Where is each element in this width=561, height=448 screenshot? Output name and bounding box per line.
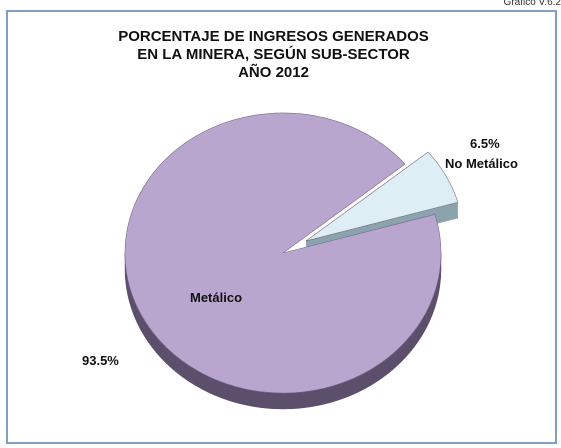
value-label-no-metalico: 6.5%: [470, 136, 500, 151]
chart-title-line-2: EN LA MINERA, SEGÚN SUB-SECTOR: [137, 46, 410, 63]
pie-slices: [124, 112, 459, 410]
chart-title-line-3: AÑO 2012: [238, 64, 309, 81]
chart-title-line-1: PORCENTAJE DE INGRESOS GENERADOS: [118, 28, 429, 45]
slice-metalico: [124, 112, 442, 410]
slice-label-no-metalico: No Metálico: [445, 156, 518, 171]
slice-top-no-metalico: [305, 151, 459, 242]
chart-title: PORCENTAJE DE INGRESOS GENERADOS EN LA M…: [0, 28, 547, 82]
slice-label-metalico: Metálico: [190, 290, 242, 305]
figure-number: Gráfico V.6.2: [503, 0, 561, 8]
slice-top-metalico: [124, 112, 442, 394]
value-label-metalico: 93.5%: [82, 353, 119, 368]
